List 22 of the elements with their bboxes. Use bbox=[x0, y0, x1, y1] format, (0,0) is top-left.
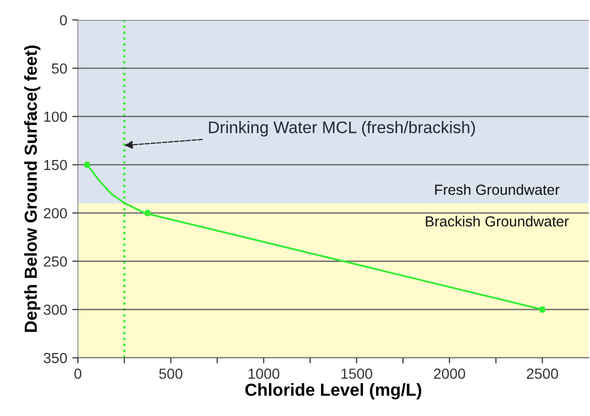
y-tick-label: 100 bbox=[44, 112, 67, 122]
y-axis-title: Depth Below Ground Surface( feet) bbox=[24, 46, 40, 332]
y-tick-label: 50 bbox=[52, 63, 67, 74]
x-tick-label: 2500 bbox=[526, 368, 558, 379]
point bbox=[84, 161, 90, 168]
x-tick-label: 1000 bbox=[248, 368, 280, 379]
band-label: Fresh Groundwater bbox=[435, 184, 560, 195]
point bbox=[539, 306, 546, 313]
y-tick-label: 150 bbox=[44, 160, 67, 170]
x-tick-label: 500 bbox=[159, 368, 182, 379]
y-tick-label: 300 bbox=[44, 304, 67, 315]
x-tick-label: 1500 bbox=[341, 368, 372, 379]
x-tick-label: 0 bbox=[74, 368, 82, 379]
y-tick-label: 200 bbox=[44, 208, 67, 218]
annotation: Drinking Water MCL (fresh/brackish) bbox=[209, 121, 475, 137]
band-label: Brackish Groundwater bbox=[426, 216, 569, 227]
y-tick-label: 350 bbox=[44, 352, 67, 364]
y-tick-label: 250 bbox=[44, 256, 67, 267]
x-axis-title: Chloride Level (mg/L) bbox=[245, 383, 422, 400]
y-tick-label: 0 bbox=[60, 15, 67, 26]
point bbox=[144, 210, 151, 216]
x-tick-label: 2000 bbox=[434, 368, 466, 379]
